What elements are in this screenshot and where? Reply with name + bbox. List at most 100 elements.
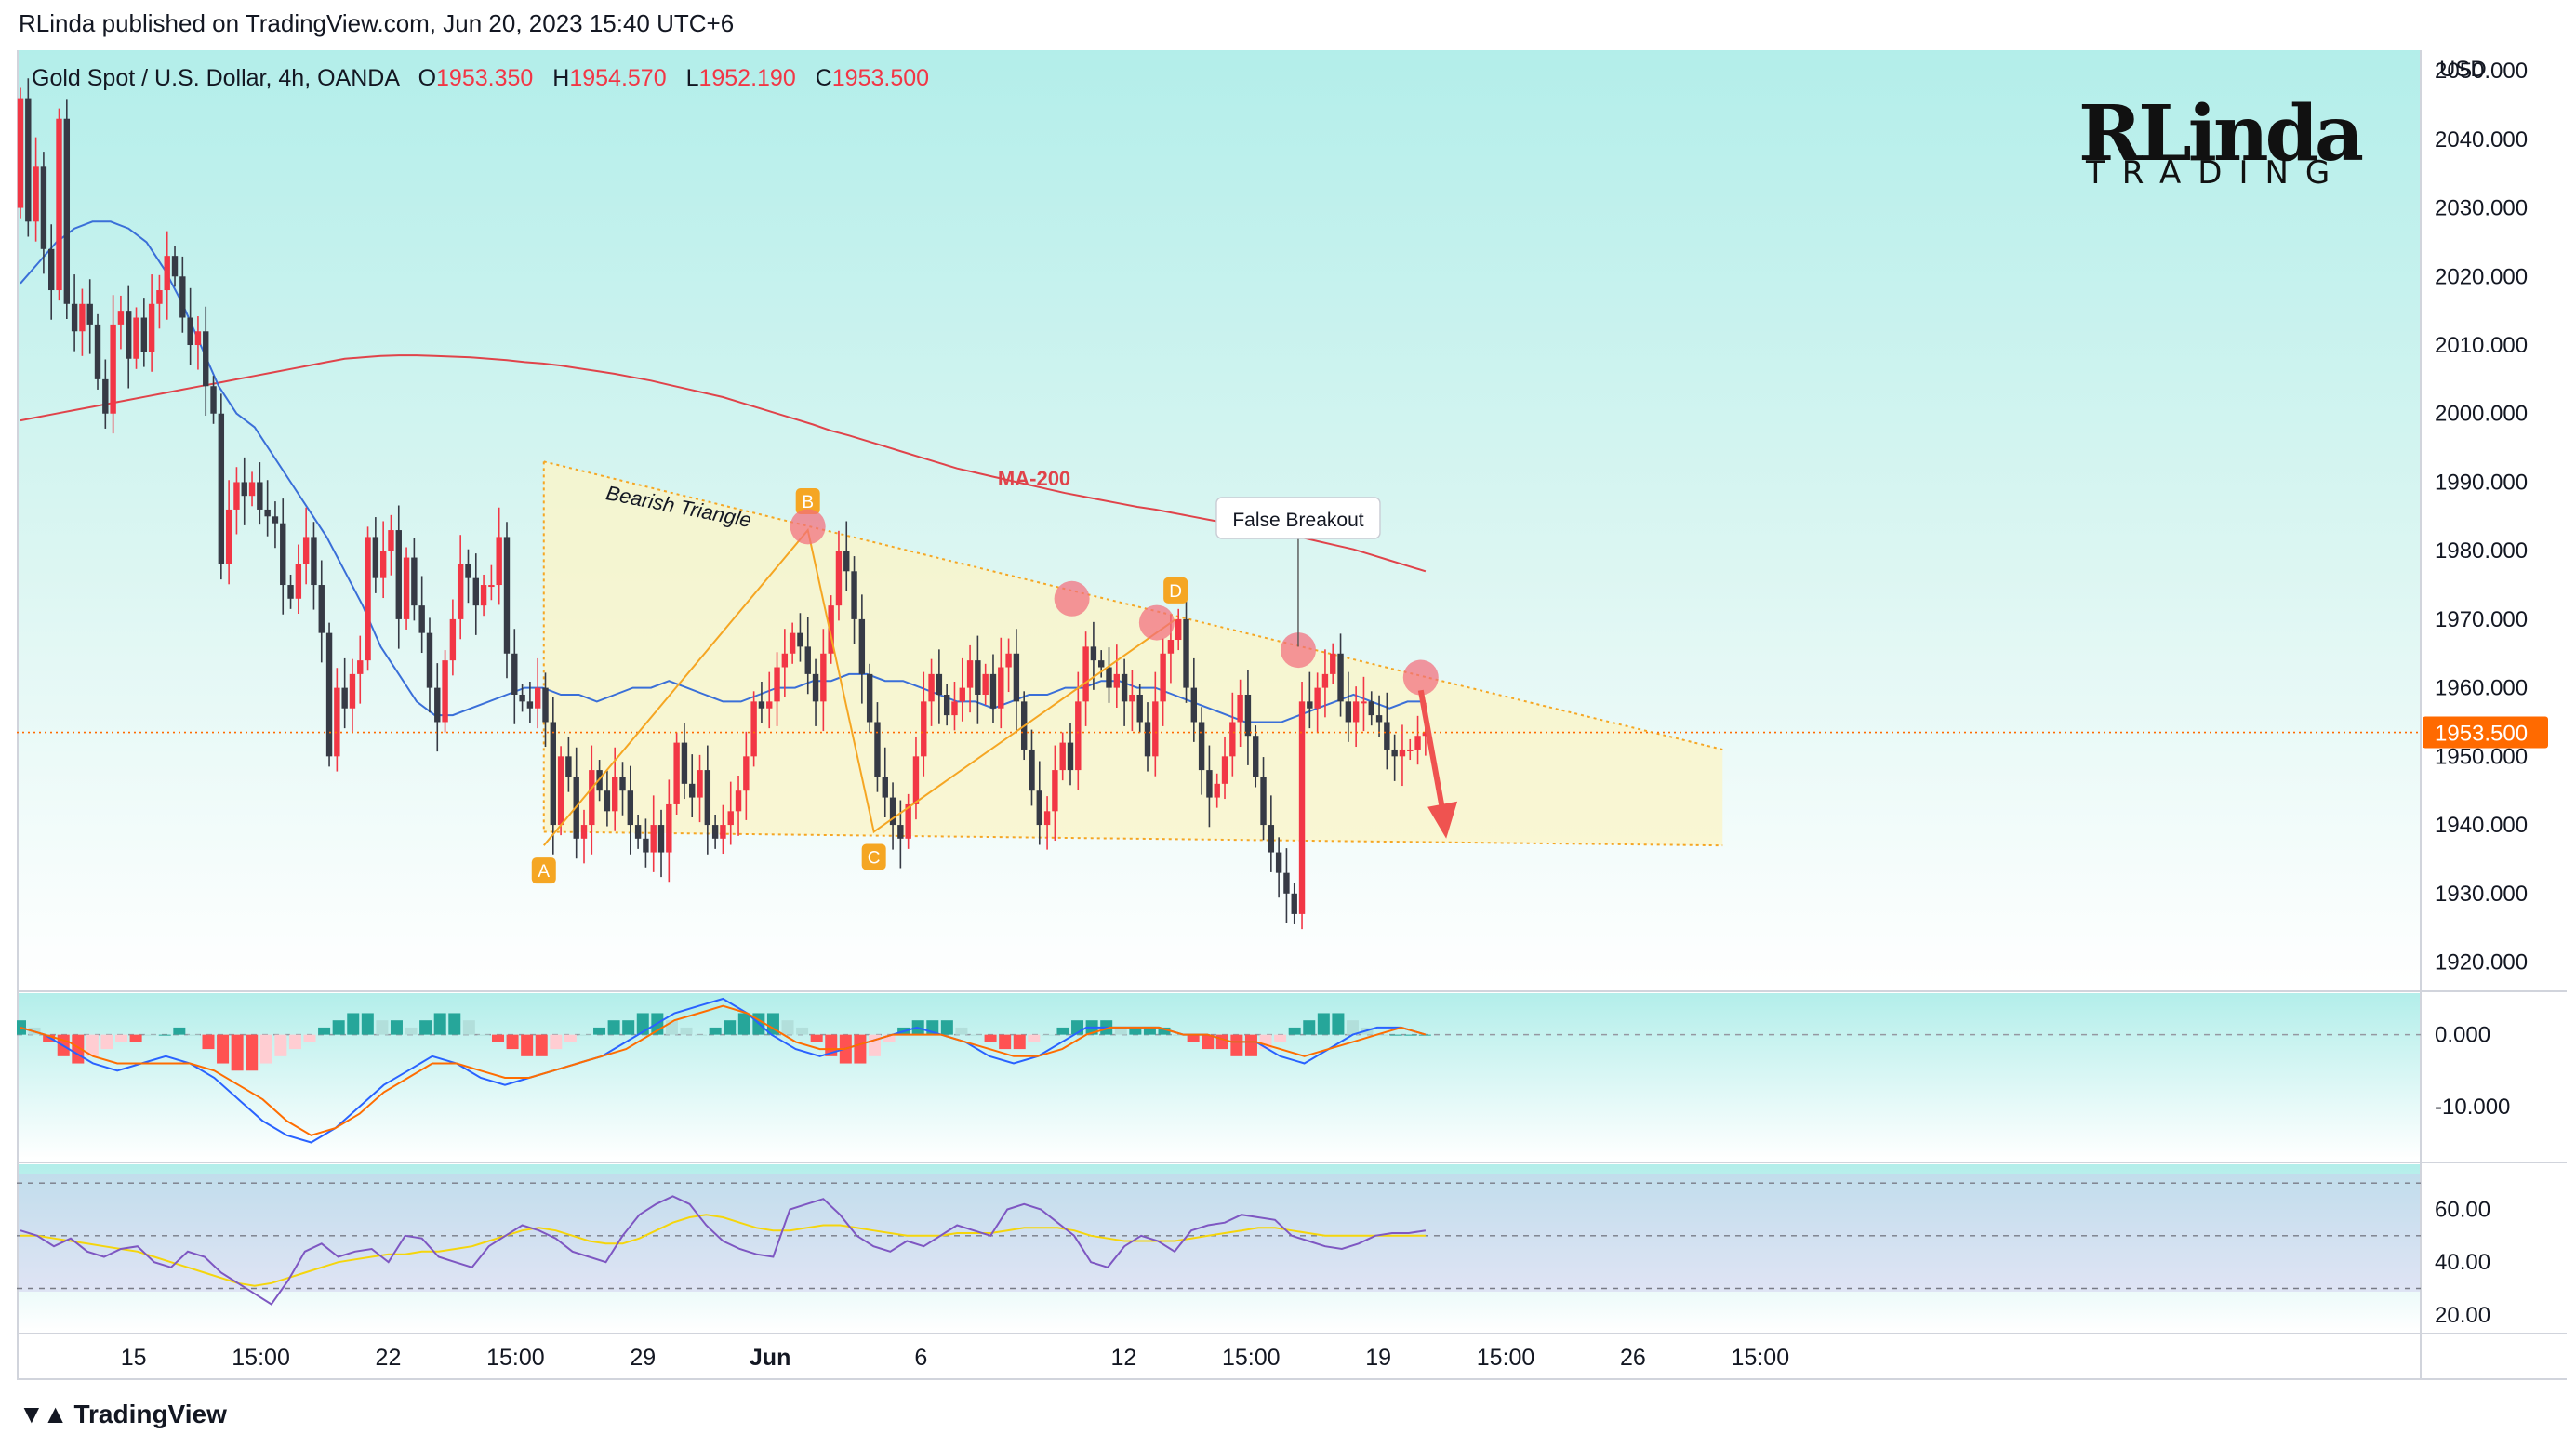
point-marker-c[interactable]: [861, 843, 886, 870]
candle-body[interactable]: [1307, 701, 1313, 709]
candle-body[interactable]: [449, 618, 457, 661]
candle-body[interactable]: [1043, 811, 1051, 826]
candle-body[interactable]: [1129, 694, 1135, 702]
touch-point-circle[interactable]: [1402, 659, 1439, 696]
candle-body[interactable]: [1407, 749, 1414, 751]
candle-body[interactable]: [781, 653, 789, 668]
candle-body[interactable]: [133, 317, 139, 359]
candle-body[interactable]: [488, 585, 495, 588]
candle-body[interactable]: [1121, 673, 1128, 702]
candle-body[interactable]: [1013, 653, 1020, 702]
candle-body[interactable]: [480, 585, 487, 606]
candle-body[interactable]: [727, 811, 734, 826]
candle-body[interactable]: [1036, 790, 1042, 826]
candle-body[interactable]: [40, 166, 47, 249]
candle-body[interactable]: [1337, 653, 1344, 702]
candle-body[interactable]: [287, 585, 294, 599]
candle-body[interactable]: [325, 632, 333, 757]
candle-body[interactable]: [1253, 736, 1259, 777]
candle-body[interactable]: [411, 557, 418, 606]
candle-body[interactable]: [1361, 701, 1367, 704]
candle-body[interactable]: [1345, 701, 1352, 723]
candle-body[interactable]: [233, 482, 240, 510]
candle-body[interactable]: [496, 537, 502, 586]
candle-body[interactable]: [1399, 749, 1406, 757]
candle-body[interactable]: [526, 701, 534, 709]
candle-body[interactable]: [673, 742, 680, 804]
candle-body[interactable]: [248, 482, 256, 497]
candle-body[interactable]: [341, 687, 348, 709]
candle-body[interactable]: [1368, 701, 1374, 716]
candle-body[interactable]: [311, 537, 317, 586]
candle-body[interactable]: [503, 537, 511, 654]
candle-body[interactable]: [194, 331, 202, 346]
candle-body[interactable]: [951, 701, 958, 716]
candle-body[interactable]: [1206, 770, 1213, 798]
candle-body[interactable]: [1052, 770, 1058, 812]
candle-body[interactable]: [1221, 756, 1228, 784]
candle-body[interactable]: [1283, 872, 1290, 894]
candle-body[interactable]: [1268, 825, 1275, 853]
rsi-line[interactable]: [20, 1195, 1427, 1306]
candle-body[interactable]: [1082, 646, 1089, 702]
candle-body[interactable]: [225, 509, 232, 564]
candle-body[interactable]: [1152, 701, 1159, 757]
candle-body[interactable]: [349, 673, 356, 709]
candle-body[interactable]: [1352, 701, 1360, 723]
candle-body[interactable]: [1175, 618, 1182, 641]
candle-body[interactable]: [936, 673, 943, 695]
candle-body[interactable]: [858, 618, 866, 674]
candle-body[interactable]: [94, 324, 101, 379]
candle-body[interactable]: [1059, 742, 1066, 771]
candle-body[interactable]: [280, 523, 286, 586]
candle-body[interactable]: [1090, 646, 1097, 661]
candle-body[interactable]: [634, 825, 642, 839]
candle-body[interactable]: [318, 585, 325, 633]
candle-body[interactable]: [1113, 673, 1121, 688]
candle-body[interactable]: [797, 632, 803, 647]
candle-body[interactable]: [1291, 893, 1297, 914]
candle-body[interactable]: [302, 537, 310, 564]
candle-body[interactable]: [666, 803, 672, 853]
candle-body[interactable]: [735, 790, 742, 812]
candle-body[interactable]: [982, 673, 989, 695]
candle-body[interactable]: [905, 803, 911, 839]
candle-body[interactable]: [418, 605, 425, 633]
candle-body[interactable]: [704, 770, 711, 826]
candle-body[interactable]: [1005, 653, 1012, 668]
candle-body[interactable]: [140, 317, 148, 352]
candle-body[interactable]: [1321, 673, 1329, 688]
candle-body[interactable]: [457, 564, 464, 619]
bearish-arrow-shaft[interactable]: [1417, 689, 1448, 821]
candle-body[interactable]: [264, 509, 271, 517]
triangle-lower-line[interactable]: [543, 830, 1723, 847]
candle-body[interactable]: [17, 98, 24, 208]
candle-body[interactable]: [812, 673, 819, 702]
candle-body[interactable]: [465, 564, 471, 578]
candle-body[interactable]: [1198, 722, 1205, 771]
candle-body[interactable]: [604, 790, 611, 812]
candle-body[interactable]: [164, 256, 170, 291]
touch-point-circle[interactable]: [1138, 604, 1175, 641]
candle-body[interactable]: [117, 311, 125, 325]
candle-body[interactable]: [789, 632, 796, 654]
candle-body[interactable]: [851, 571, 857, 619]
candle-body[interactable]: [828, 605, 834, 654]
candle-body[interactable]: [542, 687, 549, 723]
candle-body[interactable]: [1067, 742, 1074, 771]
candle-body[interactable]: [998, 667, 1004, 709]
candle-body[interactable]: [1375, 715, 1383, 723]
candle-body[interactable]: [889, 797, 896, 826]
rsi-ma-line[interactable]: [20, 1214, 1426, 1287]
candle-body[interactable]: [1160, 653, 1166, 702]
candle-body[interactable]: [56, 118, 62, 291]
candle-body[interactable]: [766, 701, 773, 709]
candle-body[interactable]: [472, 577, 479, 606]
candle-body[interactable]: [866, 673, 873, 723]
false-breakout-callout[interactable]: [1215, 497, 1381, 539]
candle-body[interactable]: [697, 770, 703, 798]
candle-body[interactable]: [33, 166, 39, 222]
candle-body[interactable]: [1330, 653, 1336, 674]
candle-body[interactable]: [365, 537, 371, 661]
candle-body[interactable]: [835, 551, 843, 606]
